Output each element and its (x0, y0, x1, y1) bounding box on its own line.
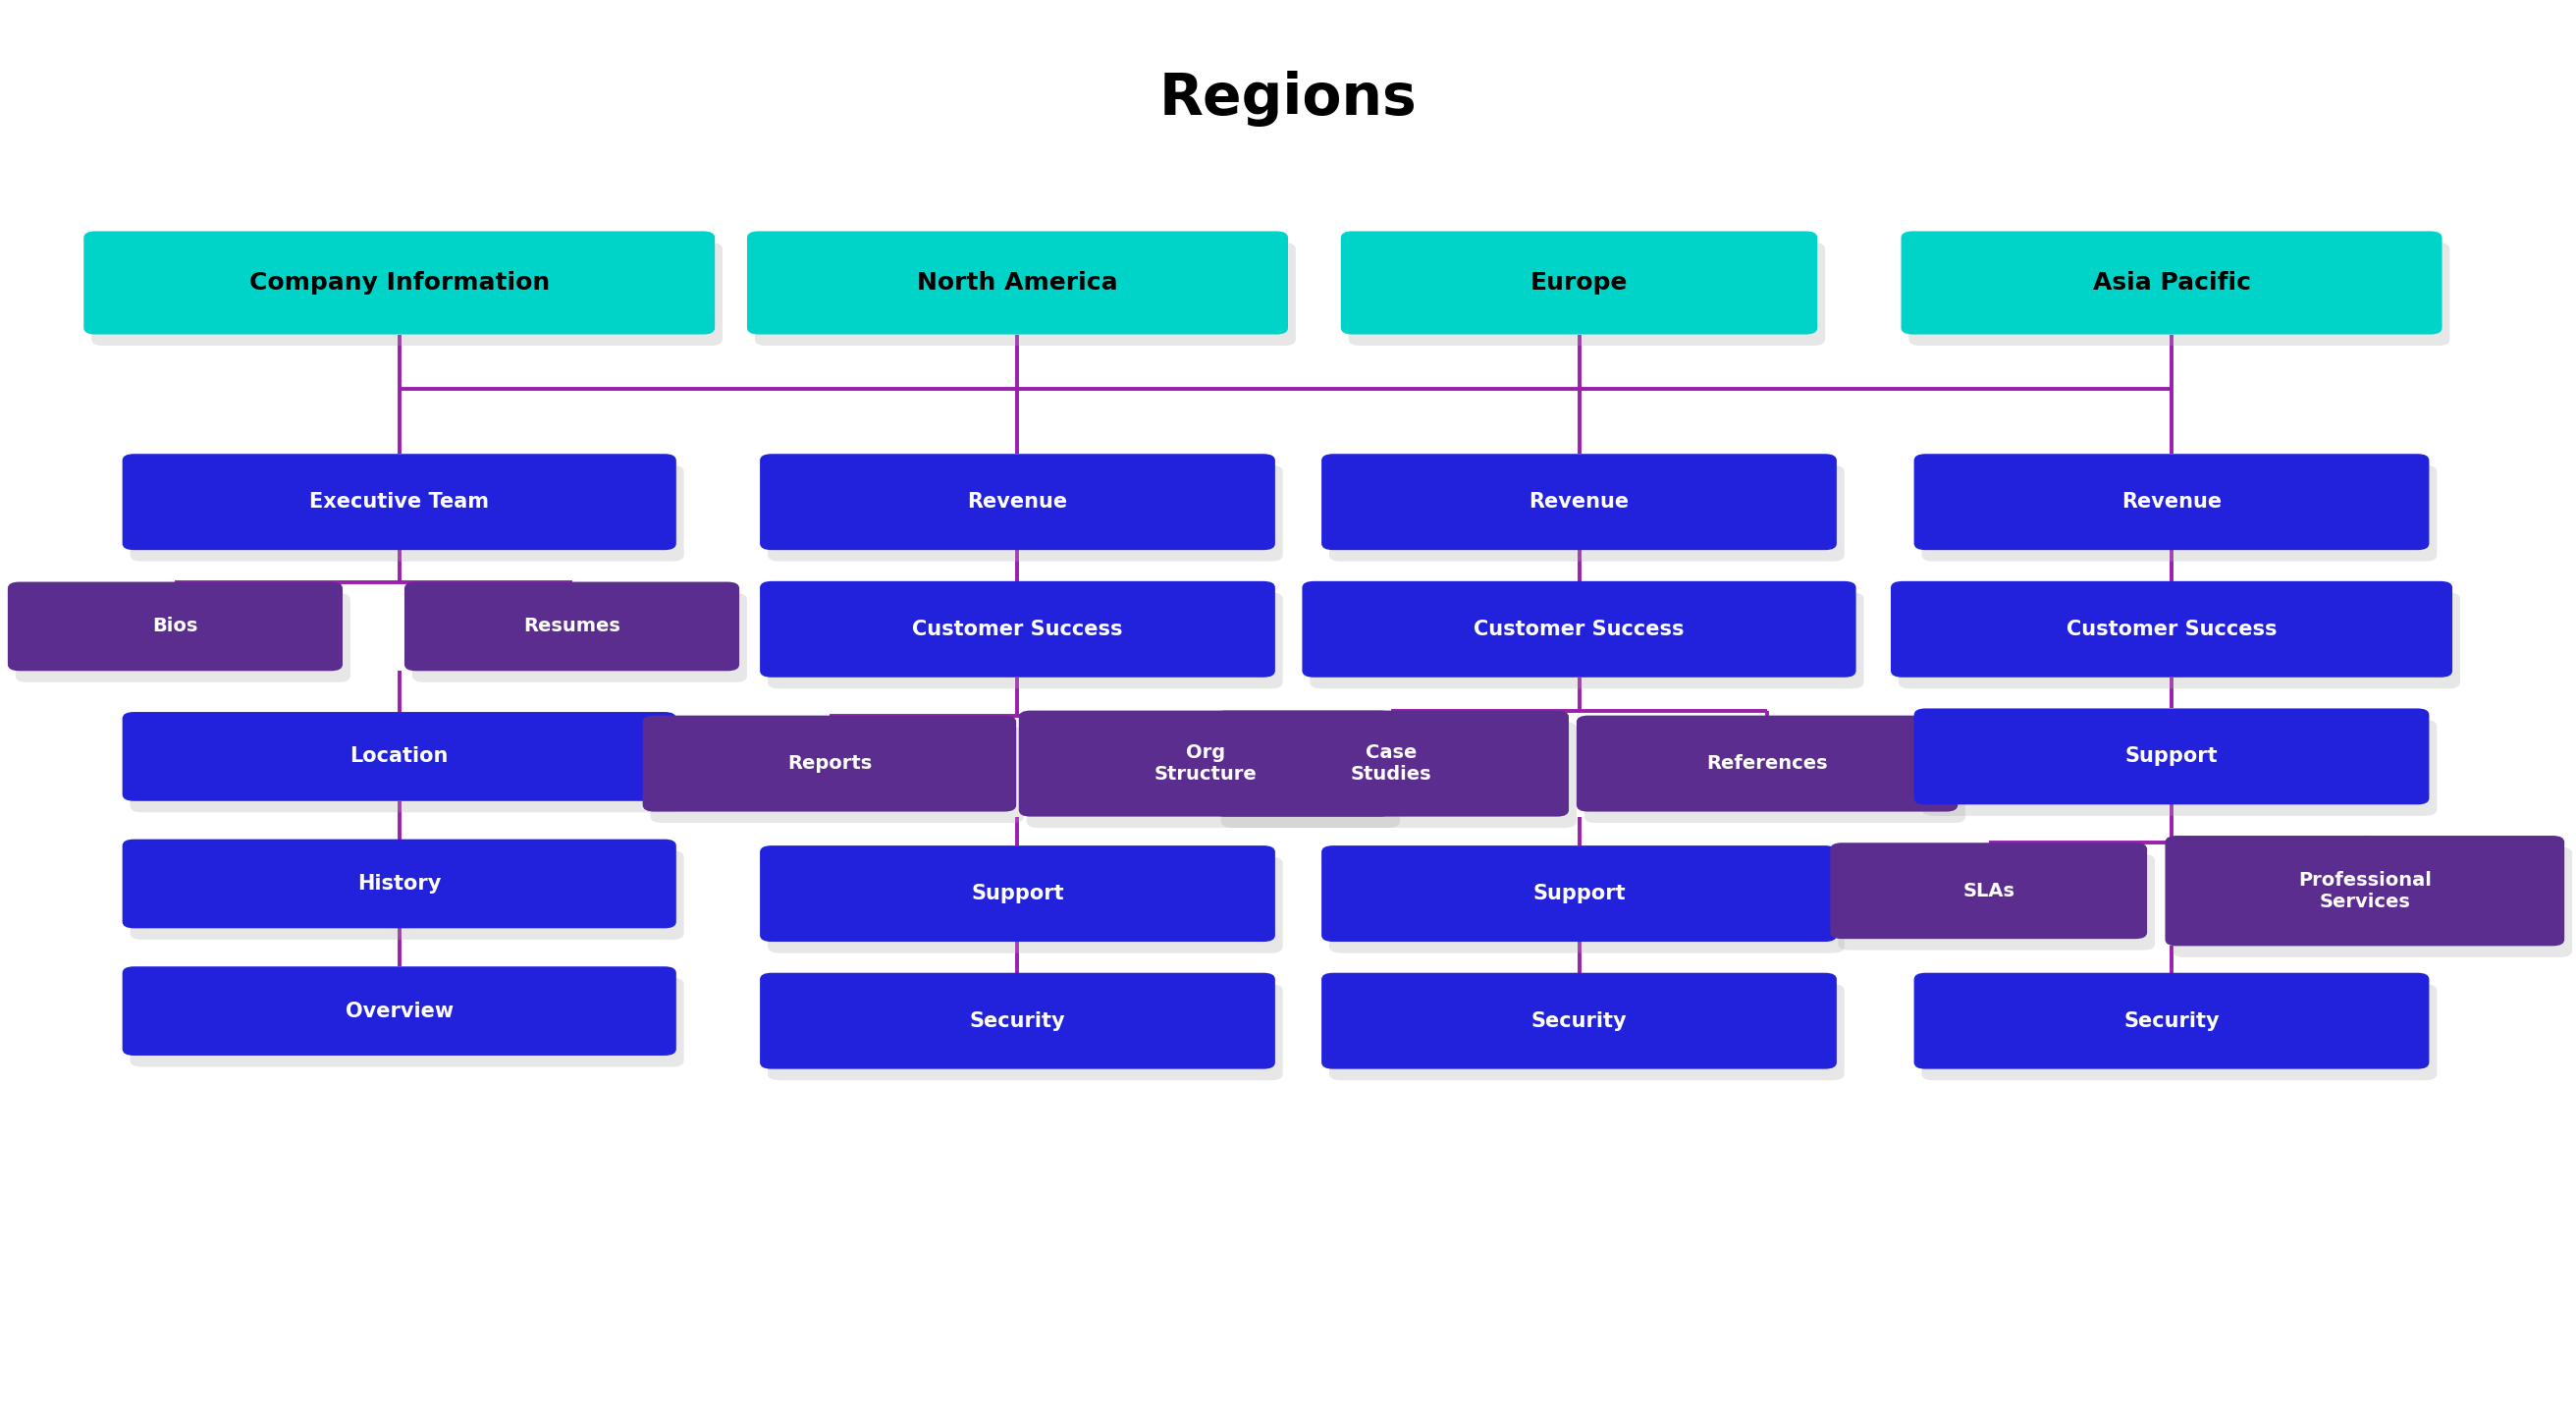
FancyBboxPatch shape (124, 967, 675, 1055)
FancyBboxPatch shape (124, 454, 675, 550)
Text: Resumes: Resumes (523, 617, 621, 636)
FancyBboxPatch shape (124, 711, 675, 800)
Text: Overview: Overview (345, 1001, 453, 1021)
FancyBboxPatch shape (1891, 581, 2452, 677)
FancyBboxPatch shape (768, 592, 1283, 689)
Text: Customer Success: Customer Success (1473, 619, 1685, 639)
FancyBboxPatch shape (1829, 843, 2148, 939)
FancyBboxPatch shape (1025, 721, 1401, 827)
FancyBboxPatch shape (760, 454, 1275, 550)
Text: Bios: Bios (152, 617, 198, 636)
FancyBboxPatch shape (2174, 847, 2573, 957)
FancyBboxPatch shape (747, 230, 1288, 334)
FancyBboxPatch shape (15, 592, 350, 682)
Text: References: References (1705, 754, 1829, 773)
FancyBboxPatch shape (1213, 710, 1569, 816)
Text: Security: Security (1530, 1011, 1628, 1031)
Text: North America: North America (917, 271, 1118, 294)
FancyBboxPatch shape (1909, 243, 2450, 345)
FancyBboxPatch shape (82, 230, 716, 334)
FancyBboxPatch shape (652, 727, 1025, 823)
FancyBboxPatch shape (129, 978, 685, 1068)
FancyBboxPatch shape (1914, 708, 2429, 805)
FancyBboxPatch shape (1301, 581, 1855, 677)
FancyBboxPatch shape (1321, 973, 1837, 1069)
Text: Professional
Services: Professional Services (2298, 871, 2432, 911)
Text: Revenue: Revenue (2123, 492, 2221, 512)
FancyBboxPatch shape (1584, 727, 1965, 823)
Text: Org
Structure: Org Structure (1154, 744, 1257, 783)
Text: Location: Location (350, 747, 448, 766)
Text: Customer Success: Customer Success (912, 619, 1123, 639)
Text: Company Information: Company Information (250, 271, 549, 294)
Text: Revenue: Revenue (1530, 492, 1628, 512)
FancyBboxPatch shape (1922, 465, 2437, 561)
FancyBboxPatch shape (1340, 230, 1819, 334)
FancyBboxPatch shape (412, 592, 747, 682)
FancyBboxPatch shape (1329, 984, 1844, 1080)
Text: Case
Studies: Case Studies (1350, 744, 1432, 783)
Text: Asia Pacific: Asia Pacific (2092, 271, 2251, 294)
Text: Reports: Reports (788, 754, 871, 773)
FancyBboxPatch shape (129, 850, 685, 939)
Text: Regions: Regions (1159, 71, 1417, 127)
FancyBboxPatch shape (1221, 721, 1577, 827)
FancyBboxPatch shape (1309, 592, 1862, 689)
Text: Europe: Europe (1530, 271, 1628, 294)
Text: Executive Team: Executive Team (309, 492, 489, 512)
Text: Security: Security (2123, 1011, 2221, 1031)
FancyBboxPatch shape (1321, 454, 1837, 550)
FancyBboxPatch shape (1914, 454, 2429, 550)
Text: History: History (358, 874, 440, 894)
FancyBboxPatch shape (124, 839, 675, 928)
Text: Security: Security (969, 1011, 1066, 1031)
FancyBboxPatch shape (1922, 720, 2437, 816)
FancyBboxPatch shape (755, 243, 1296, 345)
FancyBboxPatch shape (760, 581, 1275, 677)
FancyBboxPatch shape (1321, 846, 1837, 942)
FancyBboxPatch shape (129, 465, 685, 561)
Text: Customer Success: Customer Success (2066, 619, 2277, 639)
FancyBboxPatch shape (93, 243, 721, 345)
Text: Support: Support (971, 884, 1064, 904)
FancyBboxPatch shape (1020, 710, 1391, 816)
FancyBboxPatch shape (129, 724, 685, 812)
FancyBboxPatch shape (768, 984, 1283, 1080)
FancyBboxPatch shape (1922, 984, 2437, 1080)
Text: Revenue: Revenue (969, 492, 1066, 512)
FancyBboxPatch shape (1901, 230, 2442, 334)
FancyBboxPatch shape (768, 465, 1283, 561)
FancyBboxPatch shape (1914, 973, 2429, 1069)
FancyBboxPatch shape (768, 857, 1283, 953)
FancyBboxPatch shape (760, 973, 1275, 1069)
FancyBboxPatch shape (2166, 836, 2566, 946)
Text: SLAs: SLAs (1963, 881, 2014, 901)
FancyBboxPatch shape (404, 583, 739, 670)
Text: Support: Support (1533, 884, 1625, 904)
FancyBboxPatch shape (1329, 465, 1844, 561)
FancyBboxPatch shape (644, 715, 1015, 812)
FancyBboxPatch shape (1577, 715, 1958, 812)
FancyBboxPatch shape (1839, 854, 2154, 950)
FancyBboxPatch shape (1329, 857, 1844, 953)
FancyBboxPatch shape (1350, 243, 1824, 345)
FancyBboxPatch shape (760, 846, 1275, 942)
Text: Support: Support (2125, 747, 2218, 766)
FancyBboxPatch shape (1899, 592, 2460, 689)
FancyBboxPatch shape (8, 583, 343, 670)
